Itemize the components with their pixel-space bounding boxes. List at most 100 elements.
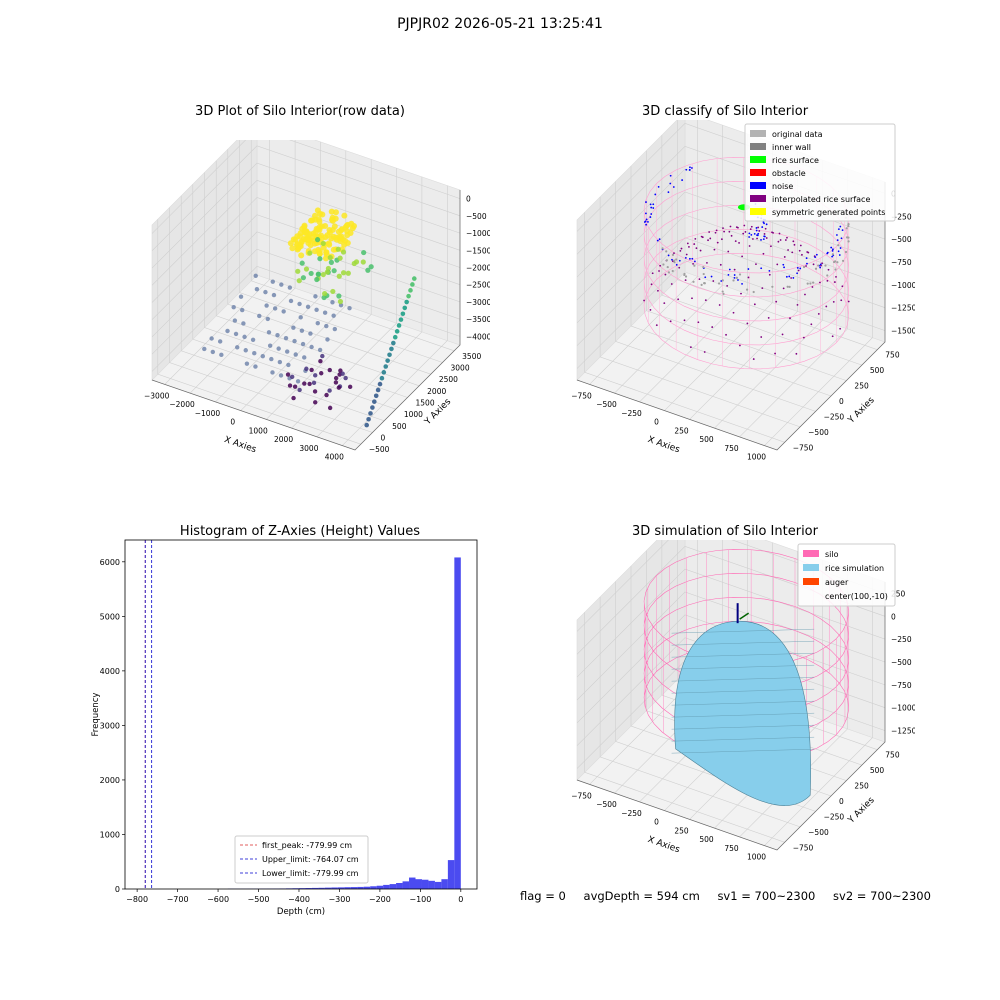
data-point [693, 243, 696, 245]
data-point [817, 313, 820, 315]
legend-label: symmetric generated points [772, 208, 885, 217]
data-point [244, 361, 250, 366]
data-point [327, 255, 333, 261]
x-axis-label: X Axies [223, 435, 258, 455]
histogram-bar [337, 887, 345, 889]
data-point [720, 238, 723, 241]
y-tick-label: −500 [808, 828, 829, 837]
grid-line [250, 140, 455, 352]
rice-mesh [671, 628, 815, 754]
z-tick-label: −1250 [891, 727, 915, 736]
data-point [689, 346, 692, 349]
data-point [666, 265, 669, 269]
y-tick-label: −500 [369, 445, 390, 454]
data-point [313, 400, 318, 405]
data-point [753, 232, 756, 235]
data-point [774, 352, 776, 355]
figure-title: PJPJR02 2026-05-21 13:25:41 [397, 16, 603, 32]
data-point [270, 279, 275, 284]
data-point [309, 344, 314, 350]
data-point [336, 273, 342, 279]
y-tick-label: 2000 [427, 387, 446, 396]
x-tick-label: 0 [458, 895, 463, 904]
data-point [761, 226, 764, 228]
data-point [693, 264, 696, 267]
data-point [699, 249, 702, 252]
data-point [253, 273, 258, 278]
data-point [328, 216, 335, 223]
data-point [302, 381, 307, 386]
data-point [655, 324, 658, 327]
z-tick-label: −1250 [891, 304, 915, 313]
data-point [325, 337, 330, 342]
data-point [398, 317, 404, 322]
grid-line [151, 179, 461, 286]
simulation3d-chart: −750−500−25002505007501000−750−500−25002… [571, 540, 915, 862]
y-tick-label: 3500 [462, 352, 481, 361]
data-point [299, 328, 305, 333]
x-tick-label: −100 [409, 895, 431, 904]
z-tick-label: −3000 [466, 298, 490, 307]
legend-label: silo [825, 550, 839, 559]
data-point [345, 270, 351, 276]
histogram-bar [402, 881, 410, 889]
data-point [782, 263, 785, 266]
data-point [762, 221, 765, 223]
y-tick-label: −250 [824, 412, 845, 421]
data-point [693, 260, 696, 263]
grid-line [599, 196, 801, 428]
data-point [837, 244, 840, 247]
data-point [662, 263, 665, 266]
data-point [727, 250, 730, 253]
x-tick-label: 2000 [274, 435, 293, 444]
auger-mark [739, 612, 750, 620]
legend-label: inner wall [772, 143, 811, 152]
data-point [718, 304, 721, 306]
mesh-line [671, 676, 815, 682]
data-point [683, 319, 686, 322]
grid-line [764, 577, 873, 846]
data-point [795, 352, 798, 355]
data-point [307, 250, 313, 256]
data-point [264, 303, 269, 308]
data-point [370, 405, 375, 410]
data-point [645, 212, 647, 215]
data-point [764, 227, 767, 230]
data-point [670, 283, 673, 285]
grid-line [151, 145, 461, 252]
data-point [295, 379, 301, 384]
x-tick-label: 500 [699, 835, 714, 844]
legend: original data inner wall rice surface obsta… [744, 123, 896, 222]
y-tick-label: −500 [808, 428, 829, 437]
legend-label: original data [772, 130, 823, 139]
data-point [831, 253, 834, 256]
data-point [266, 330, 272, 335]
grid-line [661, 135, 862, 366]
data-point [770, 245, 772, 248]
grid-line [239, 140, 443, 363]
data-point [836, 261, 839, 264]
z-tick-label: −250 [891, 212, 912, 221]
data-point [287, 285, 293, 290]
scatter3d-classify: −750−500−25002505007501000−750−500−25002… [571, 120, 915, 462]
z-tick-label: −1000 [891, 704, 915, 713]
data-point [293, 352, 298, 357]
x-tick-label: −300 [328, 895, 350, 904]
data-point [219, 352, 224, 358]
mesh-line [671, 688, 815, 694]
data-point [315, 320, 320, 326]
data-point [385, 358, 390, 363]
data-point [297, 387, 302, 393]
status-sv2: sv2 = 700~2300 [833, 889, 931, 903]
data-point [742, 232, 745, 235]
data-point [806, 262, 808, 265]
axes-3d: −3000−2000−100001000200030004000−5000500… [144, 140, 490, 462]
data-point [796, 303, 799, 306]
grid-line [151, 266, 461, 372]
grid-line [576, 591, 886, 701]
data-point [372, 399, 377, 404]
data-point [210, 349, 216, 355]
x-tick-label: −400 [288, 895, 310, 904]
data-point [301, 228, 308, 235]
y-tick-label: 750 [885, 751, 900, 760]
